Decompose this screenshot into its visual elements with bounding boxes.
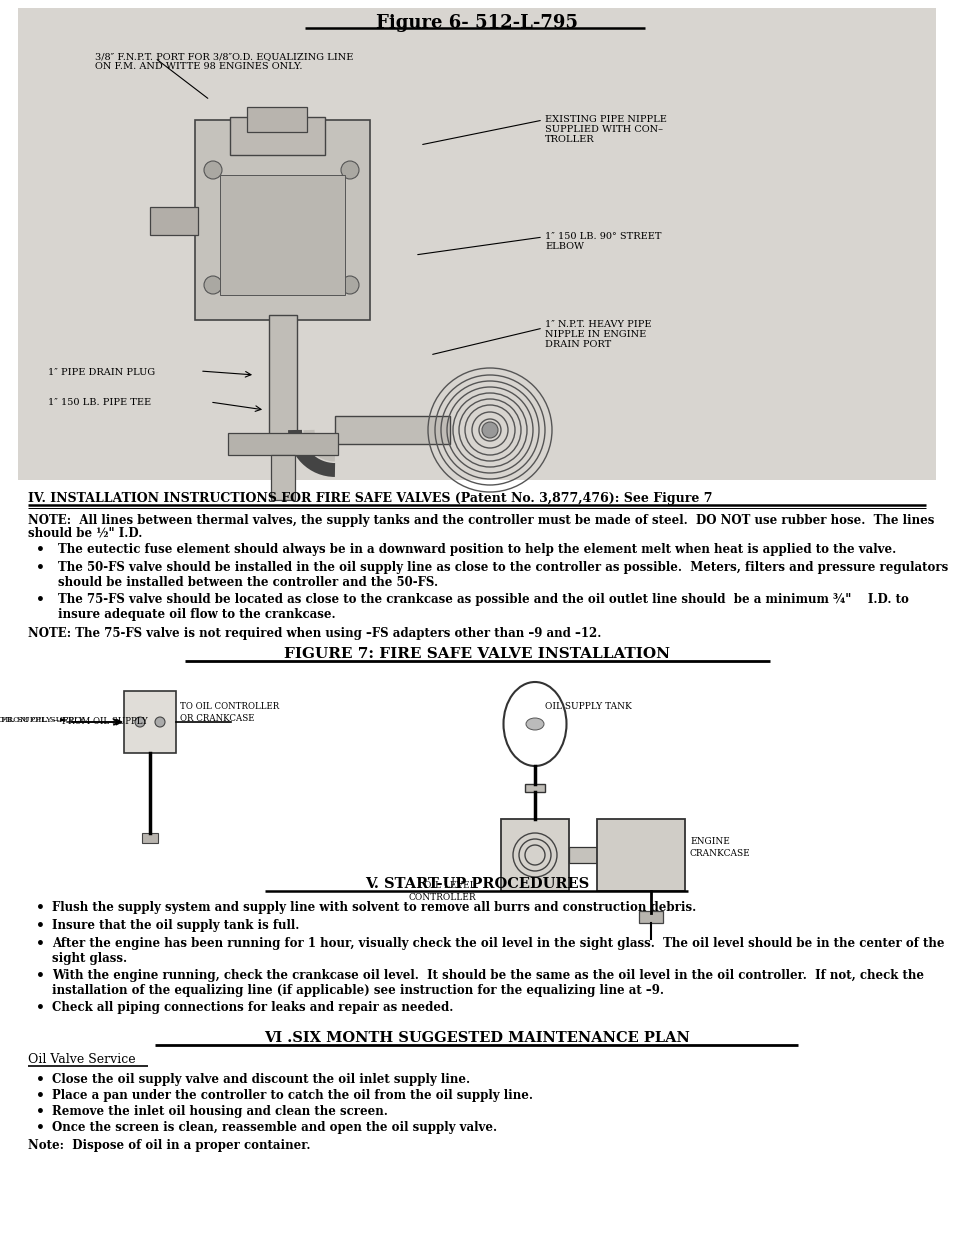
Text: CONTROLLER: CONTROLLER: [408, 893, 476, 902]
Text: •: •: [36, 1073, 45, 1087]
FancyBboxPatch shape: [568, 847, 597, 863]
Circle shape: [340, 275, 358, 294]
Text: •: •: [36, 919, 45, 932]
FancyBboxPatch shape: [500, 819, 568, 890]
FancyBboxPatch shape: [597, 819, 684, 890]
FancyBboxPatch shape: [220, 175, 345, 295]
Text: The eutectic fuse element should always be in a downward position to help the el: The eutectic fuse element should always …: [58, 543, 895, 556]
Text: Place a pan under the controller to catch the oil from the oil supply line.: Place a pan under the controller to catc…: [52, 1089, 533, 1102]
Text: FIGURE 7: FIRE SAFE VALVE INSTALLATION: FIGURE 7: FIRE SAFE VALVE INSTALLATION: [284, 647, 669, 661]
Text: VI .SIX MONTH SUGGESTED MAINTENANCE PLAN: VI .SIX MONTH SUGGESTED MAINTENANCE PLAN: [264, 1031, 689, 1045]
Text: OR CRANKCASE: OR CRANKCASE: [180, 714, 254, 722]
Text: •: •: [36, 1105, 45, 1119]
FancyBboxPatch shape: [230, 117, 325, 156]
Text: Insure that the oil supply tank is full.: Insure that the oil supply tank is full.: [52, 919, 299, 932]
FancyBboxPatch shape: [639, 911, 662, 923]
Text: Flush the supply system and supply line with solvent to remove all burrs and con: Flush the supply system and supply line …: [52, 902, 696, 914]
Text: 3/8″ F.N.P.T. PORT FOR 3/8″O.D. EQUALIZING LINE: 3/8″ F.N.P.T. PORT FOR 3/8″O.D. EQUALIZI…: [95, 52, 353, 61]
Text: •: •: [36, 561, 45, 576]
Text: Oil Valve Service: Oil Valve Service: [28, 1053, 135, 1066]
Text: Once the screen is clean, reassemble and open the oil supply valve.: Once the screen is clean, reassemble and…: [52, 1121, 497, 1134]
Text: ON F.M. AND WITTE 98 ENGINES ONLY.: ON F.M. AND WITTE 98 ENGINES ONLY.: [95, 62, 302, 70]
Text: EXISTING PIPE NIPPLE: EXISTING PIPE NIPPLE: [544, 115, 666, 124]
Circle shape: [204, 161, 222, 179]
Text: SUPPLIED WITH CON–: SUPPLIED WITH CON–: [544, 125, 662, 135]
Text: •: •: [36, 1121, 45, 1135]
Text: OIL LEVEL: OIL LEVEL: [424, 881, 476, 890]
Text: Remove the inlet oil housing and clean the screen.: Remove the inlet oil housing and clean t…: [52, 1105, 388, 1118]
Text: Figure 6- 512-L-795: Figure 6- 512-L-795: [375, 14, 578, 32]
Text: After the engine has been running for 1 hour, visually check the oil level in th: After the engine has been running for 1 …: [52, 937, 943, 965]
Text: 1″ 150 LB. 90° STREET: 1″ 150 LB. 90° STREET: [544, 232, 660, 241]
Text: •: •: [36, 543, 45, 557]
Text: NOTE: The 75-FS valve is not required when using –FS adapters other than –9 and : NOTE: The 75-FS valve is not required wh…: [28, 627, 600, 640]
FancyBboxPatch shape: [524, 784, 544, 792]
Text: •: •: [36, 902, 45, 915]
Text: DRAIN PORT: DRAIN PORT: [544, 340, 611, 350]
Text: OIL SUPPLY TANK: OIL SUPPLY TANK: [544, 701, 631, 711]
FancyBboxPatch shape: [271, 454, 294, 500]
Text: FROM OIL SUPPLY: FROM OIL SUPPLY: [62, 718, 148, 726]
FancyBboxPatch shape: [150, 207, 198, 235]
Text: ELBOW: ELBOW: [544, 242, 583, 251]
Text: FROM OIL SUPPLY—►: FROM OIL SUPPLY—►: [0, 716, 67, 724]
FancyBboxPatch shape: [142, 832, 158, 844]
Text: Note:  Dispose of oil in a proper container.: Note: Dispose of oil in a proper contain…: [28, 1139, 310, 1152]
FancyBboxPatch shape: [247, 107, 307, 132]
FancyBboxPatch shape: [124, 692, 175, 753]
Text: The 50-FS valve should be installed in the oil supply line as close to the contr: The 50-FS valve should be installed in t…: [58, 561, 947, 589]
Circle shape: [135, 718, 145, 727]
Circle shape: [340, 161, 358, 179]
FancyBboxPatch shape: [269, 315, 296, 440]
Text: TROLLER: TROLLER: [544, 135, 594, 144]
Text: With the engine running, check the crankcase oil level.  It should be the same a: With the engine running, check the crank…: [52, 969, 923, 997]
Text: 1″ N.P.T. HEAVY PIPE: 1″ N.P.T. HEAVY PIPE: [544, 320, 651, 329]
FancyBboxPatch shape: [18, 7, 935, 480]
Text: •: •: [36, 1002, 45, 1015]
Text: Close the oil supply valve and discount the oil inlet supply line.: Close the oil supply valve and discount …: [52, 1073, 470, 1086]
Text: •: •: [36, 937, 45, 951]
Text: 1″ PIPE DRAIN PLUG: 1″ PIPE DRAIN PLUG: [48, 368, 155, 377]
Text: •: •: [36, 969, 45, 983]
Text: V. START-UP PROCEDURES: V. START-UP PROCEDURES: [364, 877, 589, 890]
Text: CRANKCASE: CRANKCASE: [689, 848, 750, 858]
FancyBboxPatch shape: [335, 416, 450, 445]
Text: FROM OIL SUPPLY: FROM OIL SUPPLY: [1, 716, 85, 724]
Text: NIPPLE IN ENGINE: NIPPLE IN ENGINE: [544, 330, 645, 338]
Text: should be ½" I.D.: should be ½" I.D.: [28, 527, 142, 540]
Text: •: •: [36, 593, 45, 606]
FancyBboxPatch shape: [228, 433, 337, 454]
Ellipse shape: [525, 718, 543, 730]
Circle shape: [154, 718, 165, 727]
Circle shape: [204, 275, 222, 294]
Text: Check all piping connections for leaks and repair as needed.: Check all piping connections for leaks a…: [52, 1002, 453, 1014]
Text: IV. INSTALLATION INSTRUCTIONS FOR FIRE SAFE VALVES (Patent No. 3,877,476): See F: IV. INSTALLATION INSTRUCTIONS FOR FIRE S…: [28, 492, 712, 505]
Ellipse shape: [503, 682, 566, 766]
Circle shape: [481, 422, 497, 438]
FancyBboxPatch shape: [194, 120, 370, 320]
Text: •: •: [36, 1089, 45, 1103]
Text: TO OIL CONTROLLER: TO OIL CONTROLLER: [180, 701, 279, 711]
Text: ENGINE: ENGINE: [689, 837, 729, 846]
Text: NOTE:  All lines between thermal valves, the supply tanks and the controller mus: NOTE: All lines between thermal valves, …: [28, 514, 933, 527]
Text: The 75-FS valve should be located as close to the crankcase as possible and the : The 75-FS valve should be located as clo…: [58, 593, 908, 621]
Text: 1″ 150 LB. PIPE TEE: 1″ 150 LB. PIPE TEE: [48, 398, 151, 408]
